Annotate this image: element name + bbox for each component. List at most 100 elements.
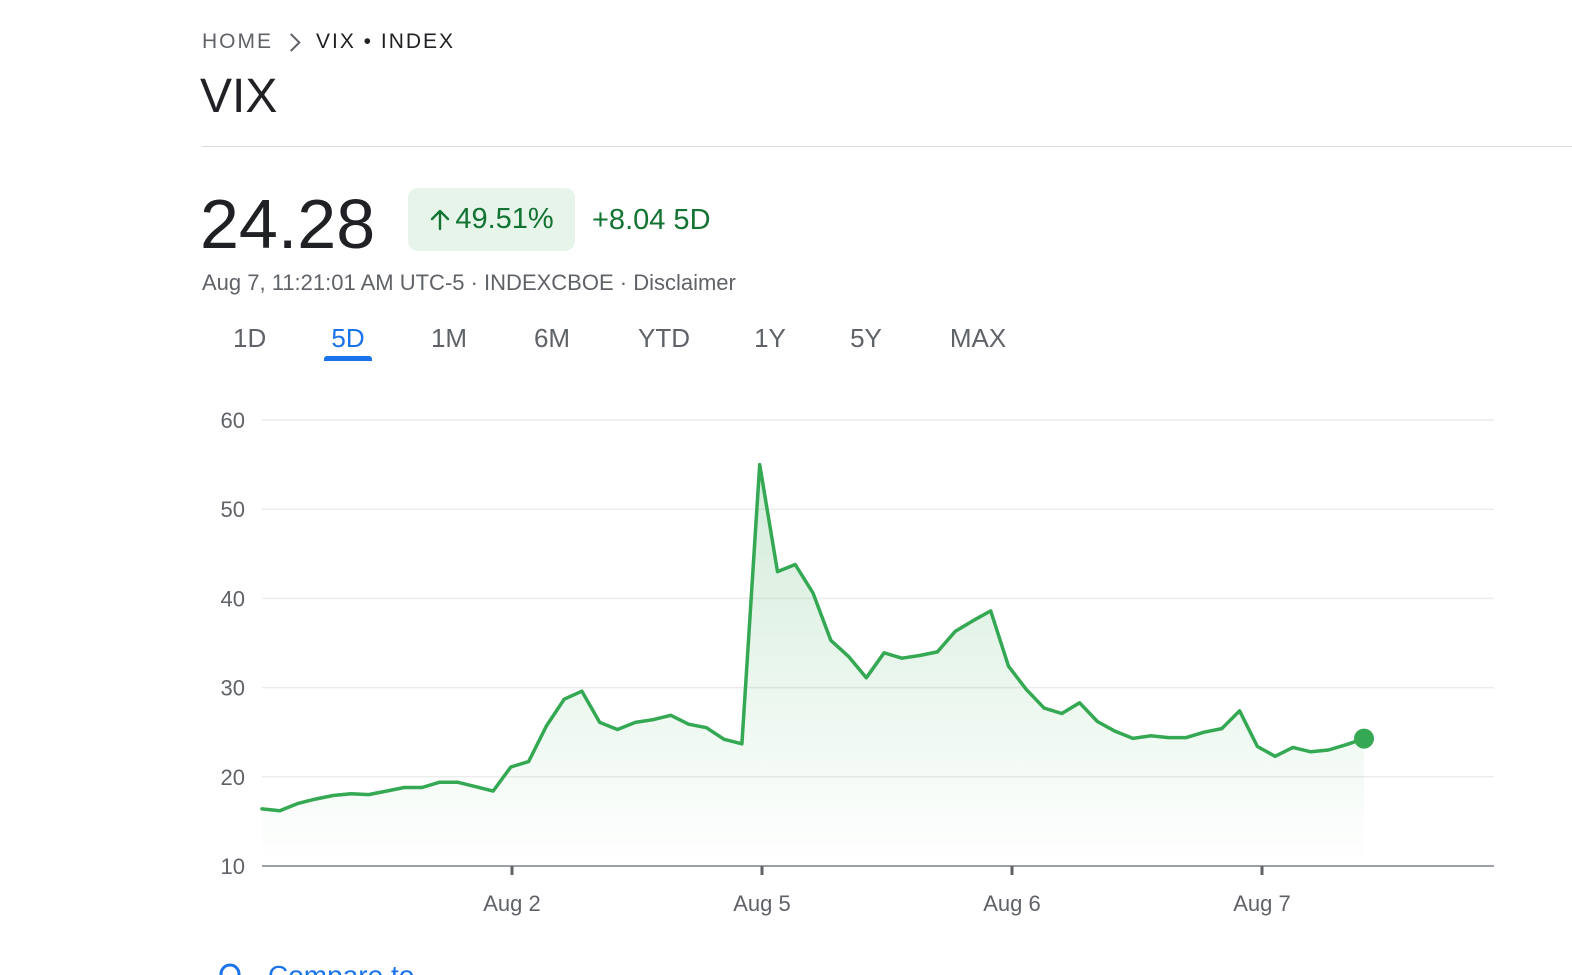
data-point (1238, 709, 1242, 713)
data-point (669, 713, 673, 717)
change-absolute: +8.04 5D (592, 204, 711, 236)
data-point (1220, 727, 1224, 731)
change-percent-badge: 49.51% (408, 188, 575, 251)
data-point (1184, 736, 1188, 740)
change-percent-value: 49.51% (455, 203, 554, 235)
breadcrumb-current: VIX • INDEX (316, 30, 456, 53)
data-point (456, 780, 460, 784)
data-point (527, 760, 531, 764)
data-point (740, 742, 744, 746)
data-point (1202, 730, 1206, 734)
last-price-marker (1354, 728, 1374, 749)
data-point (722, 737, 726, 741)
data-point (598, 720, 602, 724)
data-point (900, 656, 904, 660)
data-point (687, 722, 691, 726)
data-point (367, 793, 371, 797)
data-point (616, 728, 620, 732)
x-tick-label: Aug 6 (983, 891, 1041, 916)
data-point (491, 789, 495, 793)
data-point (633, 720, 637, 724)
data-point (313, 797, 317, 801)
data-point (420, 786, 424, 790)
data-point (989, 609, 993, 613)
data-point (847, 654, 851, 658)
data-point (758, 463, 762, 467)
data-point (1131, 736, 1135, 740)
data-point (793, 563, 797, 567)
y-tick-label: 40 (221, 586, 245, 611)
data-point (384, 789, 388, 793)
compare-link-label: Compare to (268, 960, 414, 975)
data-point (260, 807, 264, 811)
x-tick-label: Aug 5 (733, 891, 791, 916)
data-point (935, 650, 939, 654)
data-point (882, 651, 886, 655)
data-point (1149, 734, 1153, 738)
data-point (1309, 750, 1313, 754)
data-point (1291, 745, 1295, 749)
data-point (1024, 687, 1028, 691)
tab-max[interactable]: MAX (949, 323, 1007, 353)
y-tick-label: 20 (221, 765, 245, 790)
y-tick-label: 10 (221, 854, 245, 879)
breadcrumb: HOME VIX • INDEX (202, 28, 455, 56)
data-point (438, 780, 442, 784)
tab-1m[interactable]: 1M (430, 323, 468, 353)
y-tick-label: 50 (221, 497, 245, 522)
data-point (278, 809, 282, 813)
data-point (1273, 754, 1277, 758)
tab-5d[interactable]: 5D (331, 323, 365, 353)
breadcrumb-home-link[interactable]: HOME (202, 30, 273, 53)
quote-meta: Aug 7, 11:21:01 AM UTC-5 · INDEXCBOE · D… (202, 270, 736, 295)
tab-ytd[interactable]: YTD (638, 323, 690, 353)
x-tick-label: Aug 2 (483, 891, 541, 916)
data-point (509, 765, 513, 769)
data-point (1007, 664, 1011, 668)
data-point (296, 802, 300, 806)
data-point (544, 724, 548, 728)
tab-5y[interactable]: 5Y (850, 323, 882, 353)
arrow-up-icon (431, 209, 450, 230)
compare-link[interactable]: Compare to (218, 960, 414, 975)
active-tab-indicator (324, 356, 372, 361)
data-point (1327, 748, 1331, 752)
data-point (829, 638, 833, 642)
tab-1d[interactable]: 1D (233, 323, 267, 353)
data-point (1060, 712, 1064, 716)
data-point (1167, 736, 1171, 740)
data-point (811, 591, 815, 595)
data-point (776, 570, 780, 574)
series-line (260, 462, 1366, 813)
y-tick-label: 60 (221, 408, 245, 433)
data-point (1042, 706, 1046, 710)
data-point (1095, 720, 1099, 724)
data-point (704, 726, 708, 730)
y-tick-label: 30 (221, 676, 245, 701)
data-point (562, 697, 566, 701)
data-point (971, 619, 975, 623)
page-title: VIX (200, 70, 278, 123)
search-icon (219, 963, 241, 975)
data-point (473, 785, 477, 789)
data-point (1113, 729, 1117, 733)
header-divider (202, 146, 1572, 147)
data-point (651, 718, 655, 722)
x-tick-label: Aug 7 (1233, 891, 1291, 916)
data-point (864, 676, 868, 680)
tab-6m[interactable]: 6M (533, 323, 571, 353)
data-point (1344, 743, 1348, 747)
data-point (918, 654, 922, 658)
data-point (1255, 745, 1259, 749)
data-point (349, 792, 353, 796)
data-point (402, 786, 406, 790)
series-area-fill (262, 464, 1364, 866)
data-point (580, 689, 584, 693)
current-price: 24.28 (200, 185, 376, 263)
data-point (953, 629, 957, 633)
tab-1y[interactable]: 1Y (754, 323, 786, 353)
data-point (331, 794, 335, 798)
data-point (1078, 701, 1082, 705)
